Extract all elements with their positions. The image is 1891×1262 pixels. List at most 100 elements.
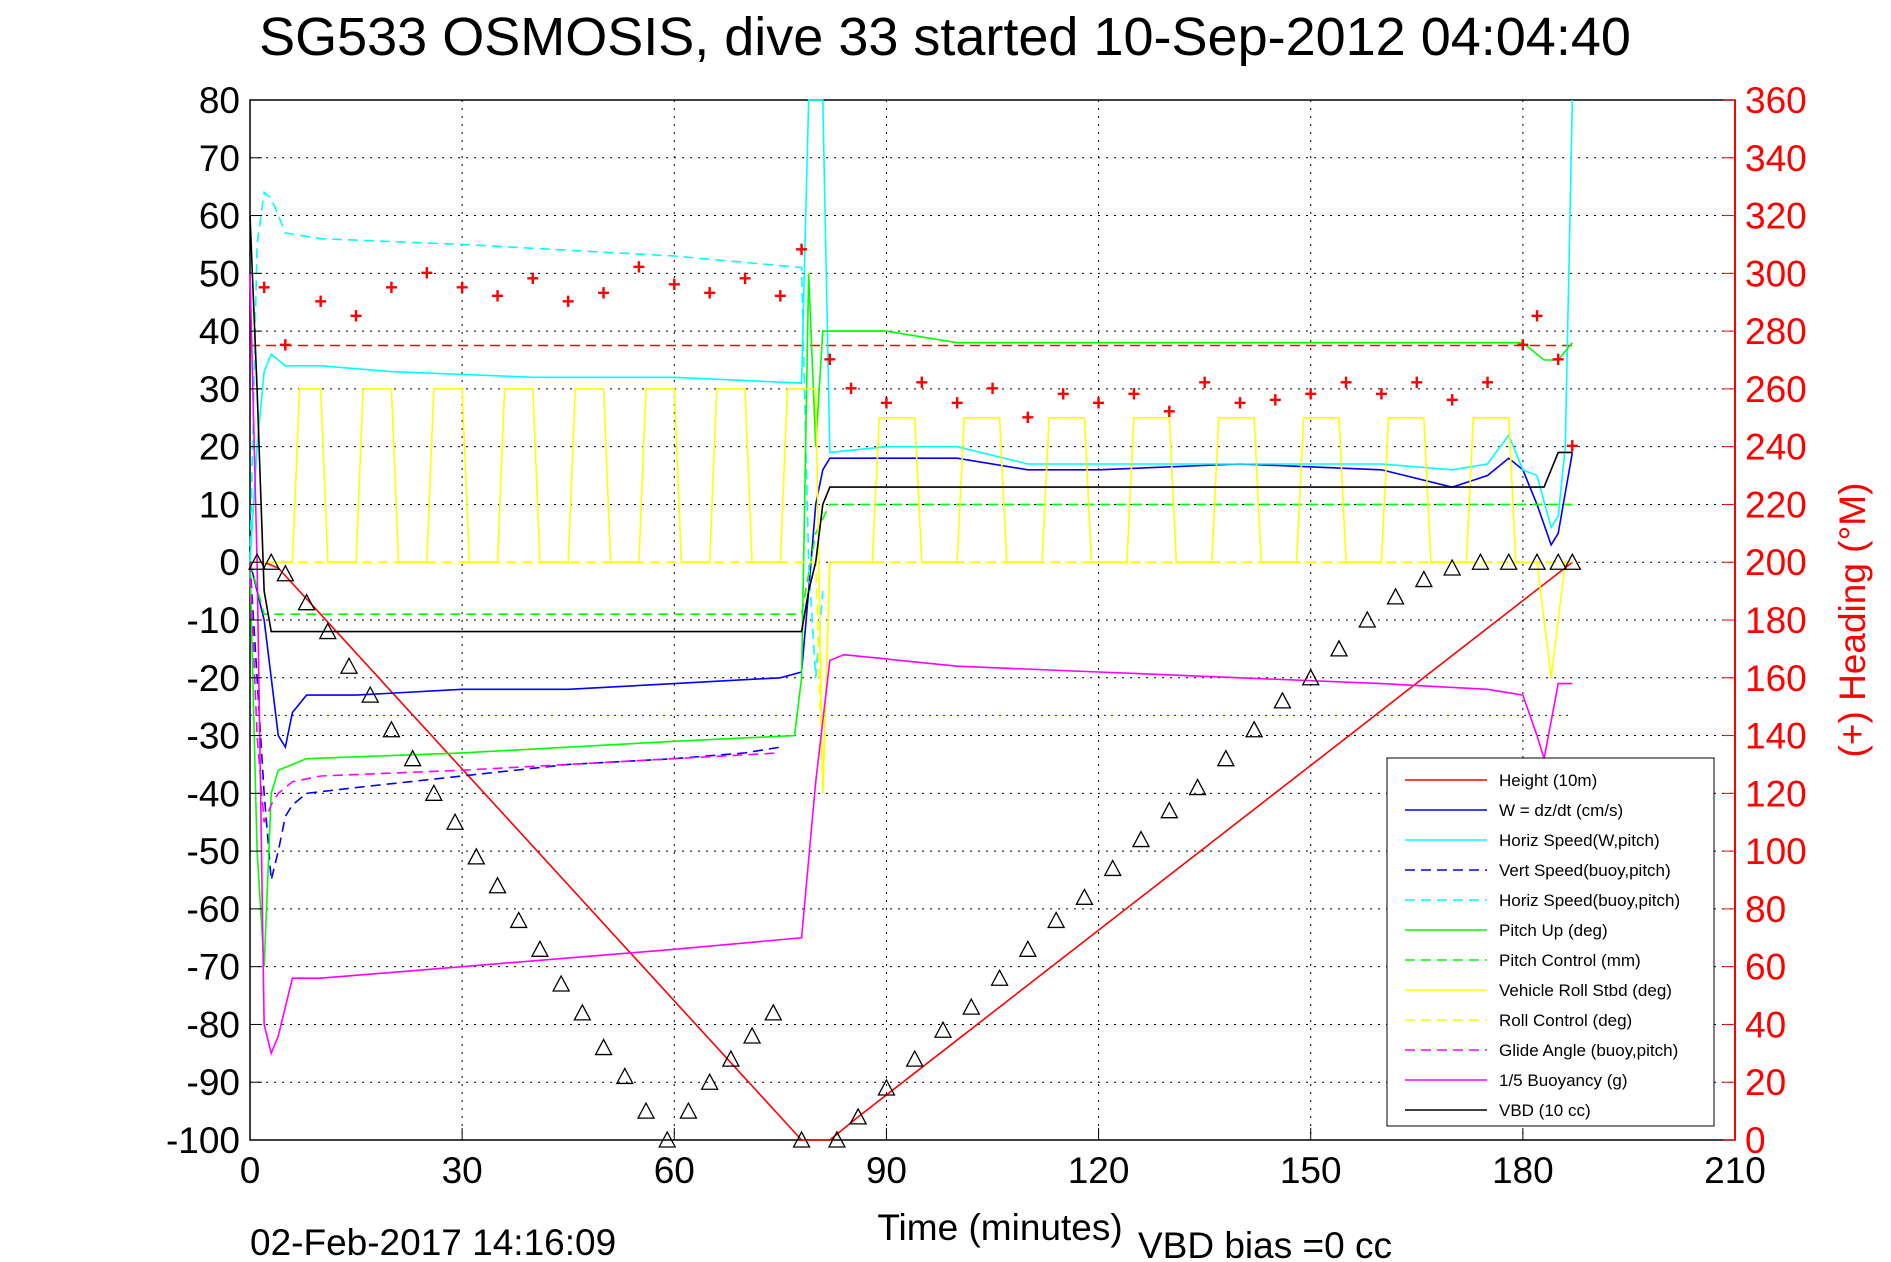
y-tick-label: 50 — [199, 253, 240, 294]
heading-point: + — [632, 255, 645, 280]
heading-point: + — [795, 237, 808, 262]
legend-entry: VBD (10 cc) — [1499, 1101, 1591, 1120]
depth-point — [488, 876, 507, 894]
depth-point — [990, 968, 1009, 986]
y-right-tick-label: 160 — [1745, 658, 1807, 699]
y-tick-label: -40 — [187, 773, 240, 814]
heading-point: + — [1340, 370, 1353, 395]
heading-point: + — [1269, 387, 1282, 412]
legend-entry: Horiz Speed(W,pitch) — [1499, 831, 1660, 850]
y-tick-label: -70 — [187, 947, 240, 988]
x-tick-label: 60 — [654, 1150, 695, 1191]
heading-point: + — [739, 266, 752, 291]
series-line-5 — [249, 273, 1573, 967]
footer-vbd-bias: VBD bias =0 cc — [1138, 1225, 1392, 1262]
x-tick-label: 150 — [1280, 1150, 1342, 1191]
series-line-9 — [249, 562, 781, 823]
chart-title: SG533 OSMOSIS, dive 33 started 10-Sep-20… — [259, 7, 1631, 67]
y-tick-label: -10 — [187, 600, 240, 641]
depth-point — [1549, 552, 1568, 570]
y-tick-label: -100 — [166, 1120, 240, 1161]
heading-point: + — [1410, 370, 1423, 395]
grid — [250, 100, 1735, 1140]
x-tick-label: 90 — [866, 1150, 907, 1191]
heading-point: + — [1127, 382, 1140, 407]
y-tick-label: -30 — [187, 716, 240, 757]
depth-point — [1103, 859, 1122, 877]
depth-point — [742, 1026, 762, 1044]
depth-point — [1160, 801, 1179, 819]
heading-point: + — [915, 370, 928, 395]
y-right-tick-label: 280 — [1745, 311, 1807, 352]
series-line-1 — [249, 452, 1574, 750]
y-tick-label: 20 — [199, 427, 240, 468]
heading-point: + — [420, 260, 433, 285]
legend-entry: Vert Speed(buoy,pitch) — [1499, 861, 1671, 880]
heading-point: + — [1566, 434, 1579, 459]
y-tick-label: 80 — [199, 80, 240, 121]
heading-point: + — [774, 283, 787, 308]
depth-point — [764, 1003, 783, 1021]
depth-point — [1047, 911, 1066, 929]
depth-point — [1075, 887, 1094, 905]
heading-point: + — [845, 376, 858, 401]
series-line-8 — [250, 561, 1573, 794]
markers-layer: + + + + + + + + + + + + + + + + + + + + + + + + + + + + + + + + + + + + + + + +… — [247, 237, 1582, 1148]
y-tick-label: -80 — [187, 1004, 240, 1045]
x-axis-label: Time (minutes) — [877, 1207, 1122, 1248]
legend-entry: Pitch Up (deg) — [1499, 921, 1608, 940]
x-axis-ticks: 0 30 60 90 120 150 180 210 — [240, 1128, 1766, 1191]
depth-point — [827, 1130, 847, 1148]
depth-point — [679, 1101, 698, 1119]
depth-point — [1499, 552, 1518, 570]
y-tick-label: 40 — [199, 311, 240, 352]
depth-point — [1216, 749, 1235, 767]
x-tick-label: 120 — [1068, 1150, 1130, 1191]
y-tick-label: -60 — [187, 889, 240, 930]
footer-date: 02-Feb-2017 14:16:09 — [250, 1222, 616, 1262]
y-right-tick-label: 240 — [1745, 427, 1807, 468]
heading-point: + — [526, 266, 539, 291]
heading-point: + — [456, 275, 469, 300]
depth-point — [1245, 720, 1264, 738]
depth-point — [792, 1130, 811, 1148]
heading-point: + — [279, 333, 292, 358]
heading-point: + — [703, 281, 716, 306]
y-axis-right-ticks: 3603403203002802602402202001801601401201… — [1723, 80, 1807, 1161]
heading-point: + — [1552, 347, 1565, 372]
depth-point — [1563, 552, 1582, 570]
depth-point — [276, 564, 295, 582]
depth-point — [382, 720, 401, 738]
series-line-0 — [250, 561, 1573, 1141]
y-right-tick-label: 260 — [1745, 369, 1807, 410]
depth-point — [403, 749, 422, 767]
depth-point — [573, 1003, 592, 1021]
heading-point: + — [951, 390, 964, 415]
depth-point — [905, 1049, 924, 1067]
depth-point — [962, 997, 981, 1015]
depth-point — [658, 1130, 677, 1148]
heading-point: + — [1234, 390, 1247, 415]
heading-point: + — [491, 283, 504, 308]
y-axis-right-label: (+) Heading (°M) — [1832, 483, 1873, 758]
legend: Height (10m) W = dz/dt (cm/s) Horiz Speed(… — [1386, 757, 1715, 1127]
heading-point: + — [1198, 370, 1211, 395]
series-line-2 — [249, 99, 1574, 563]
depth-point — [615, 1067, 634, 1085]
y-right-tick-label: 80 — [1745, 889, 1786, 930]
legend-entry: Glide Angle (buoy,pitch) — [1499, 1041, 1678, 1060]
heading-point: + — [314, 289, 327, 314]
depth-point — [700, 1072, 719, 1090]
depth-point — [1471, 552, 1490, 570]
heading-point: + — [823, 347, 836, 372]
y-right-tick-label: 0 — [1745, 1120, 1766, 1161]
heading-point: + — [1304, 382, 1317, 407]
depth-point — [721, 1049, 740, 1067]
heading-point: + — [1163, 399, 1176, 424]
legend-entry: Horiz Speed(buoy,pitch) — [1499, 891, 1680, 910]
depth-point — [1358, 610, 1377, 628]
series-line-3 — [249, 562, 781, 881]
y-right-tick-label: 120 — [1745, 773, 1807, 814]
heading-point: + — [1057, 382, 1070, 407]
series-layer — [249, 99, 1574, 1141]
